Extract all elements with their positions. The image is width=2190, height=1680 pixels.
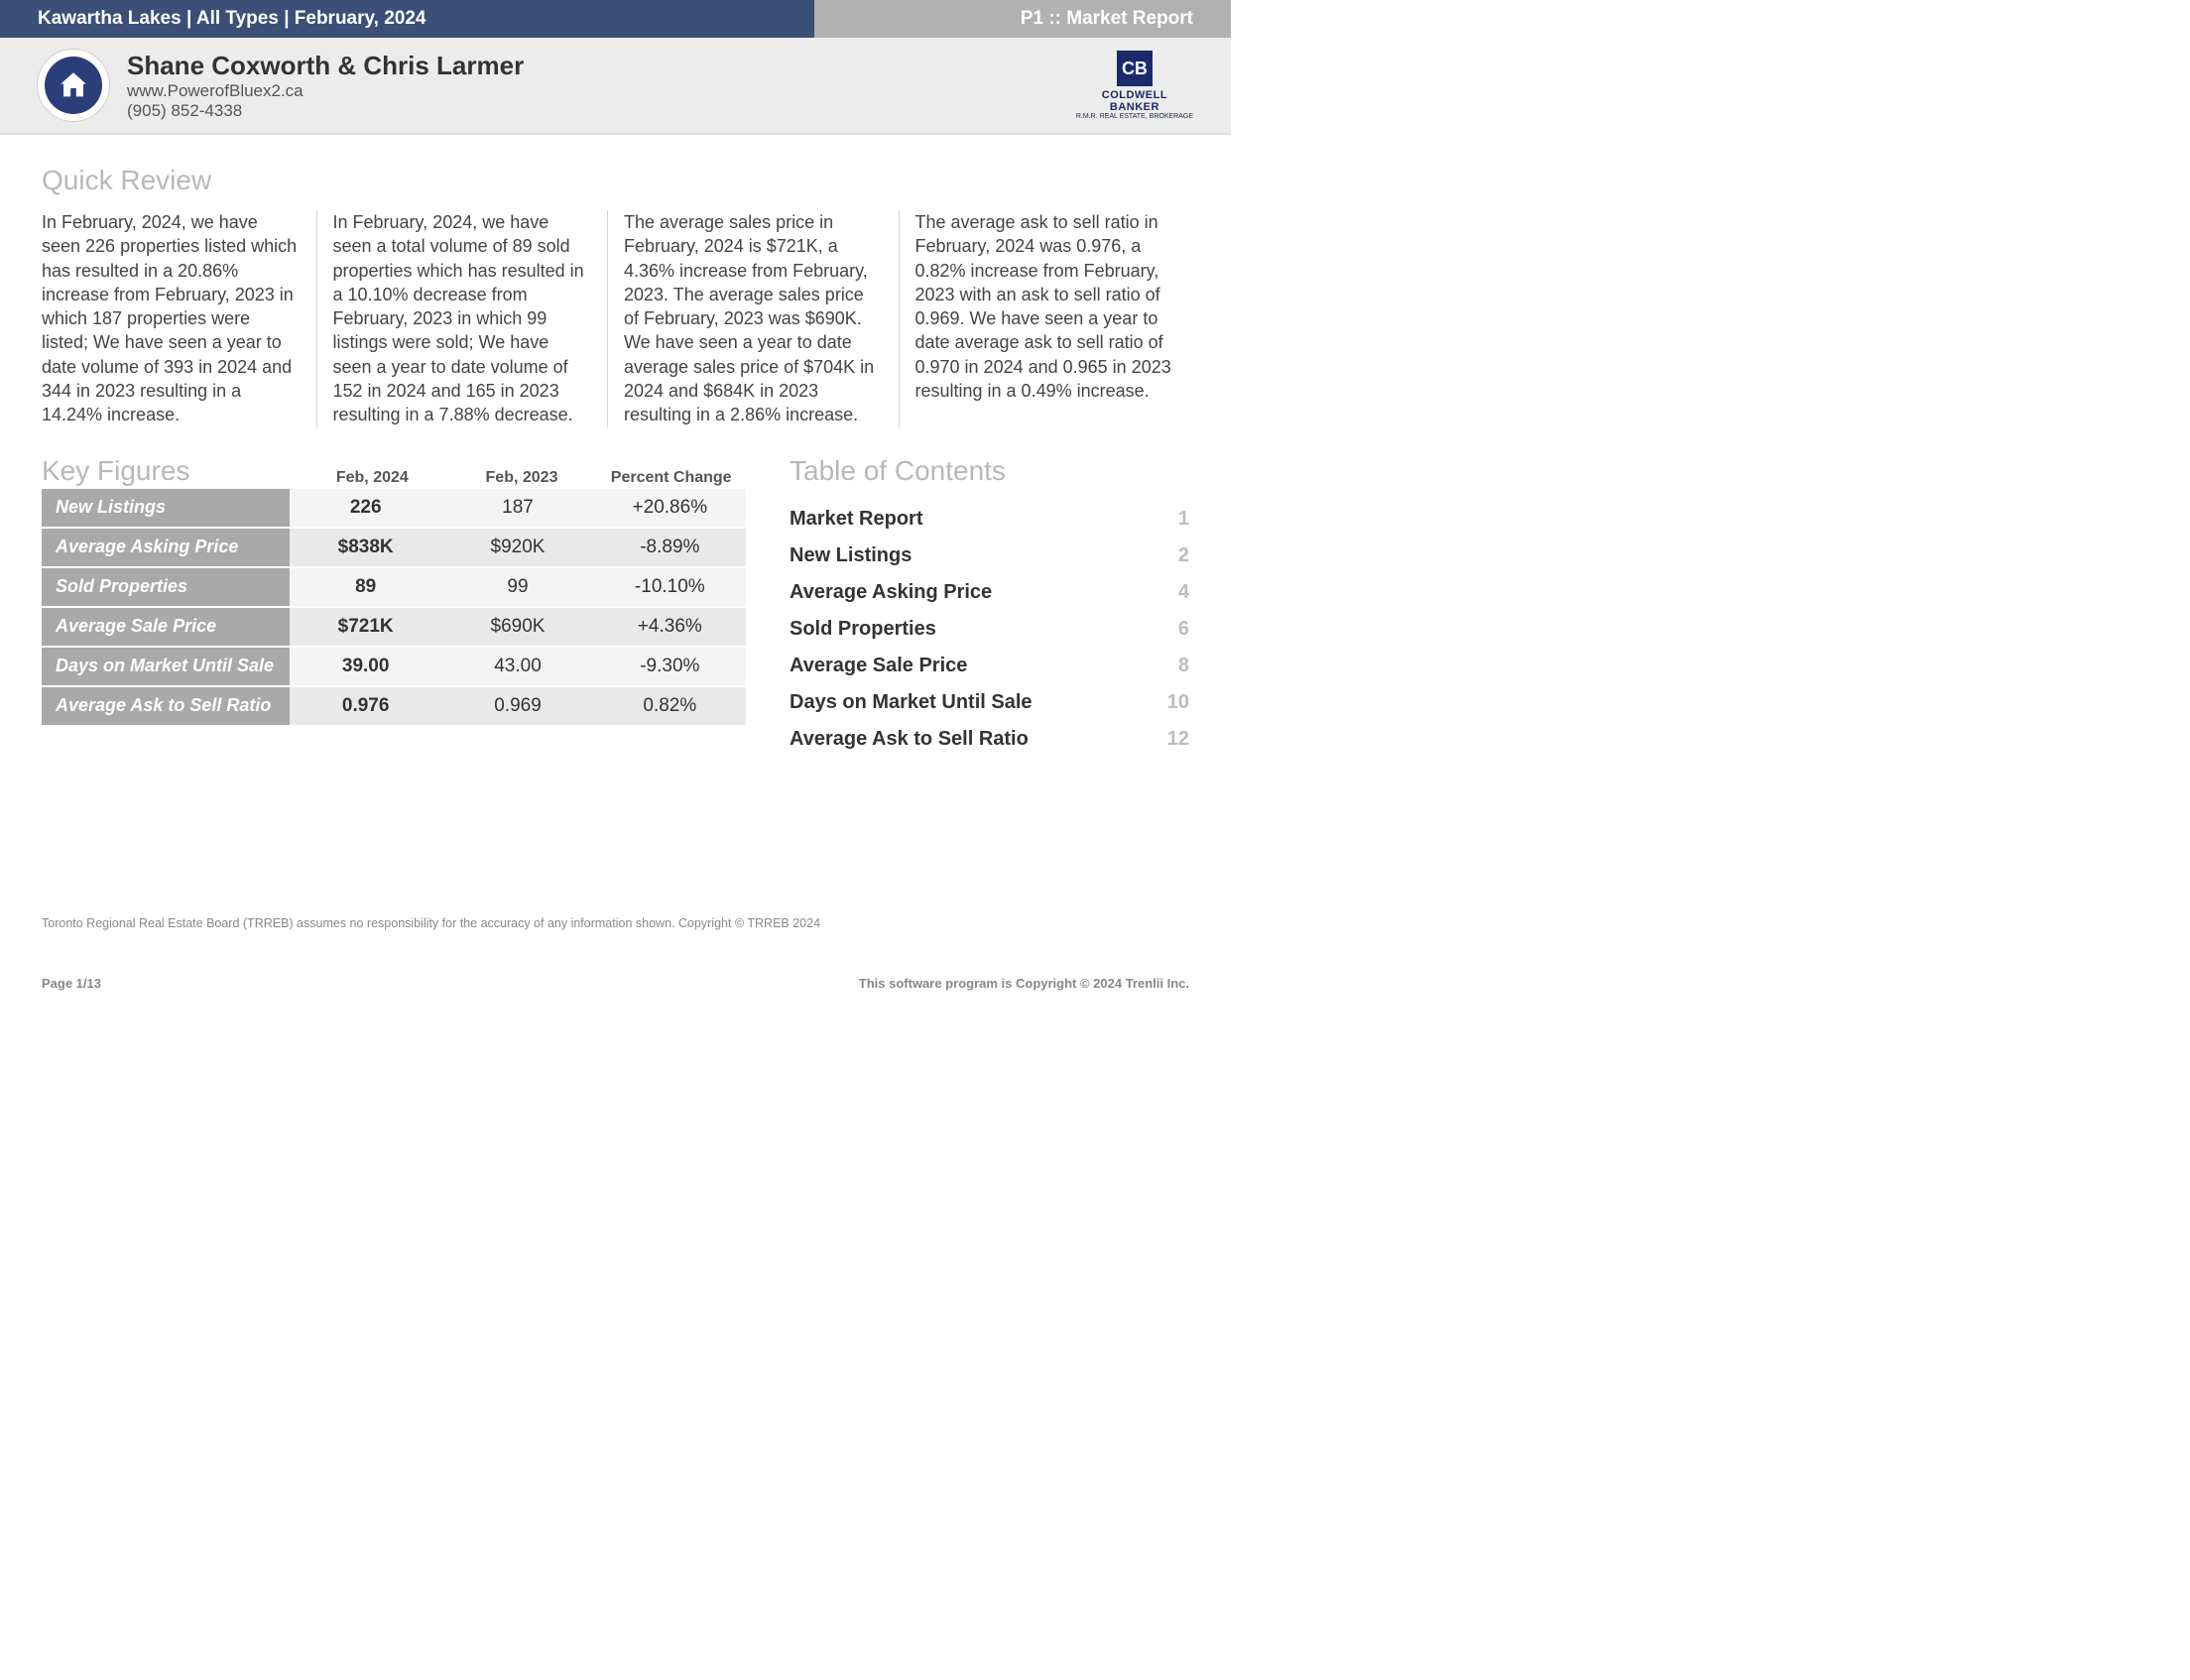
toc-row: New Listings 2	[790, 538, 1189, 574]
key-figures-title: Key Figures	[42, 455, 298, 487]
toc-item-page: 10	[1167, 691, 1189, 714]
toc-item-page: 8	[1178, 655, 1189, 677]
agent-site: www.PowerofBluex2.ca	[127, 81, 524, 101]
toc-item-page: 2	[1178, 544, 1189, 567]
kf-cell-prior: 187	[441, 489, 593, 527]
quick-col-3: The average sales price in February, 202…	[607, 210, 899, 427]
brand-mark-icon: CB	[1117, 51, 1153, 86]
toc-item-title: Days on Market Until Sale	[790, 691, 1033, 714]
kf-cell-change: -10.10%	[594, 568, 746, 606]
disclaimer: Toronto Regional Real Estate Board (TRRE…	[0, 778, 1231, 950]
kf-cell-current: $838K	[290, 529, 441, 566]
toc-item-page: 1	[1178, 508, 1189, 531]
toc-row: Market Report 1	[790, 501, 1189, 538]
kf-row-label: Days on Market Until Sale	[42, 648, 290, 685]
brand-line2: BANKER	[1076, 101, 1193, 113]
kf-header-2: Feb, 2023	[447, 469, 597, 487]
page-indicator: P1 :: Market Report	[814, 0, 1231, 38]
kf-row: New Listings226187+20.86%	[42, 489, 746, 527]
brand-line1: COLDWELL	[1076, 89, 1193, 101]
kf-row-label: New Listings	[42, 489, 290, 527]
kf-cell-prior: $920K	[441, 529, 593, 566]
kf-cell-current: 0.976	[290, 687, 441, 725]
agent-name: Shane Coxworth & Chris Larmer	[127, 51, 524, 81]
toc-item-title: Sold Properties	[790, 618, 936, 641]
quick-review-grid: In February, 2024, we have seen 226 prop…	[42, 210, 1189, 427]
kf-cell-current: 89	[290, 568, 441, 606]
kf-cell-change: +4.36%	[594, 608, 746, 646]
kf-cell-prior: 99	[441, 568, 593, 606]
toc-row: Sold Properties 6	[790, 611, 1189, 648]
toc-item-page: 6	[1178, 618, 1189, 641]
brand-logo: CB COLDWELL BANKER R.M.R. REAL ESTATE, B…	[1076, 51, 1193, 120]
brand-line3: R.M.R. REAL ESTATE, BROKERAGE	[1076, 113, 1193, 120]
toc-item-page: 12	[1167, 728, 1189, 751]
kf-cell-current: $721K	[290, 608, 441, 646]
quick-col-4: The average ask to sell ratio in Februar…	[899, 210, 1190, 427]
toc-row: Average Ask to Sell Ratio 12	[790, 721, 1189, 758]
kf-cell-change: -8.89%	[594, 529, 746, 566]
kf-row: Average Sale Price$721K$690K+4.36%	[42, 608, 746, 646]
agent-block: Shane Coxworth & Chris Larmer www.Powero…	[127, 51, 524, 121]
kf-row-label: Sold Properties	[42, 568, 290, 606]
quick-review-title: Quick Review	[42, 165, 1189, 196]
kf-cell-change: +20.86%	[594, 489, 746, 527]
header-band: Shane Coxworth & Chris Larmer www.Powero…	[0, 38, 1231, 135]
toc-item-page: 4	[1178, 581, 1189, 604]
top-bar: Kawartha Lakes | All Types | February, 2…	[0, 0, 1231, 38]
kf-cell-change: 0.82%	[594, 687, 746, 725]
agent-phone: (905) 852-4338	[127, 101, 524, 121]
page-number: Page 1/13	[42, 976, 101, 991]
kf-cell-prior: $690K	[441, 608, 593, 646]
kf-row: Average Asking Price$838K$920K-8.89%	[42, 529, 746, 566]
toc-item-title: Average Ask to Sell Ratio	[790, 728, 1029, 751]
house-icon	[45, 57, 102, 114]
kf-row: Sold Properties8999-10.10%	[42, 568, 746, 606]
agent-logo	[38, 50, 109, 121]
toc-title: Table of Contents	[790, 455, 1189, 487]
toc-item-title: Average Asking Price	[790, 581, 992, 604]
kf-row-label: Average Sale Price	[42, 608, 290, 646]
kf-row-label: Average Ask to Sell Ratio	[42, 687, 290, 725]
kf-header-3: Percent Change	[596, 469, 746, 487]
report-scope: Kawartha Lakes | All Types | February, 2…	[0, 0, 814, 38]
toc-row: Days on Market Until Sale 10	[790, 684, 1189, 721]
table-of-contents: Table of Contents Market Report 1 New List…	[790, 455, 1189, 758]
toc-row: Average Asking Price 4	[790, 574, 1189, 611]
kf-row: Days on Market Until Sale39.0043.00-9.30…	[42, 648, 746, 685]
quick-col-2: In February, 2024, we have seen a total …	[316, 210, 608, 427]
kf-cell-current: 226	[290, 489, 441, 527]
software-credit: This software program is Copyright © 202…	[859, 976, 1189, 991]
toc-item-title: Market Report	[790, 508, 922, 531]
kf-row: Average Ask to Sell Ratio0.9760.9690.82%	[42, 687, 746, 725]
toc-row: Average Sale Price 8	[790, 648, 1189, 684]
kf-cell-current: 39.00	[290, 648, 441, 685]
quick-col-1: In February, 2024, we have seen 226 prop…	[42, 210, 316, 427]
kf-cell-change: -9.30%	[594, 648, 746, 685]
toc-item-title: New Listings	[790, 544, 912, 567]
kf-row-label: Average Asking Price	[42, 529, 290, 566]
toc-item-title: Average Sale Price	[790, 655, 967, 677]
kf-header-1: Feb, 2024	[298, 469, 447, 487]
footer-bar: Page 1/13 This software program is Copyr…	[0, 950, 1231, 1015]
kf-cell-prior: 43.00	[441, 648, 593, 685]
kf-cell-prior: 0.969	[441, 687, 593, 725]
key-figures: Key Figures Feb, 2024 Feb, 2023 Percent …	[42, 455, 746, 725]
